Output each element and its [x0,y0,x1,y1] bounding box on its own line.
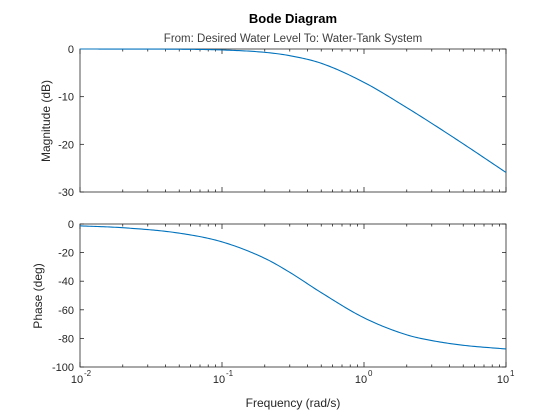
phase-ytick-label: -20 [58,248,74,260]
phase-ticks: 0 -20 -40 -60 -80 -100 [52,219,507,374]
magnitude-ytick-label: 0 [68,44,74,56]
frequency-tick-exponent: 1 [510,369,515,378]
frequency-tick-base: 10 [355,374,367,386]
magnitude-series-line [80,48,507,173]
magnitude-ytick-label: -10 [58,92,74,104]
frequency-tick-base: 10 [497,374,509,386]
frequency-tick-label: 10-1 [213,369,234,386]
frequency-tick-base: 10 [71,374,83,386]
phase-ytick-label: -80 [58,333,74,345]
chart-title: Bode Diagram [249,11,337,26]
phase-axes-frame [79,223,507,368]
magnitude-ytick-label: -20 [58,139,74,151]
magnitude-ticks: 0 -10 -20 -30 [58,44,507,199]
frequency-tick-label: 100 [355,369,373,386]
frequency-tick-exponent: -1 [226,369,234,378]
chart-subtitle: From: Desired Water Level To: Water-Tank… [164,33,422,45]
phase-series-line [79,225,507,350]
frequency-tick-base: 10 [213,374,225,386]
magnitude-axes-frame [79,48,507,193]
magnitude-ytick-label: -30 [58,187,74,199]
phase-ytick-label: -40 [58,276,74,288]
magnitude-axis-label: Magnitude (dB) [39,80,53,162]
frequency-tick-exponent: 0 [368,369,373,378]
phase-ytick-label: 0 [68,219,74,231]
frequency-tick-exponent: -2 [84,369,92,378]
phase-axis-label: Phase (deg) [31,263,45,328]
frequency-tick-label: 10-2 [71,369,92,386]
phase-ytick-label: -60 [58,305,74,317]
phase-ytick-label: -100 [52,362,74,374]
frequency-axis-label: Frequency (rad/s) [246,396,341,410]
frequency-tick-label: 101 [497,369,515,386]
